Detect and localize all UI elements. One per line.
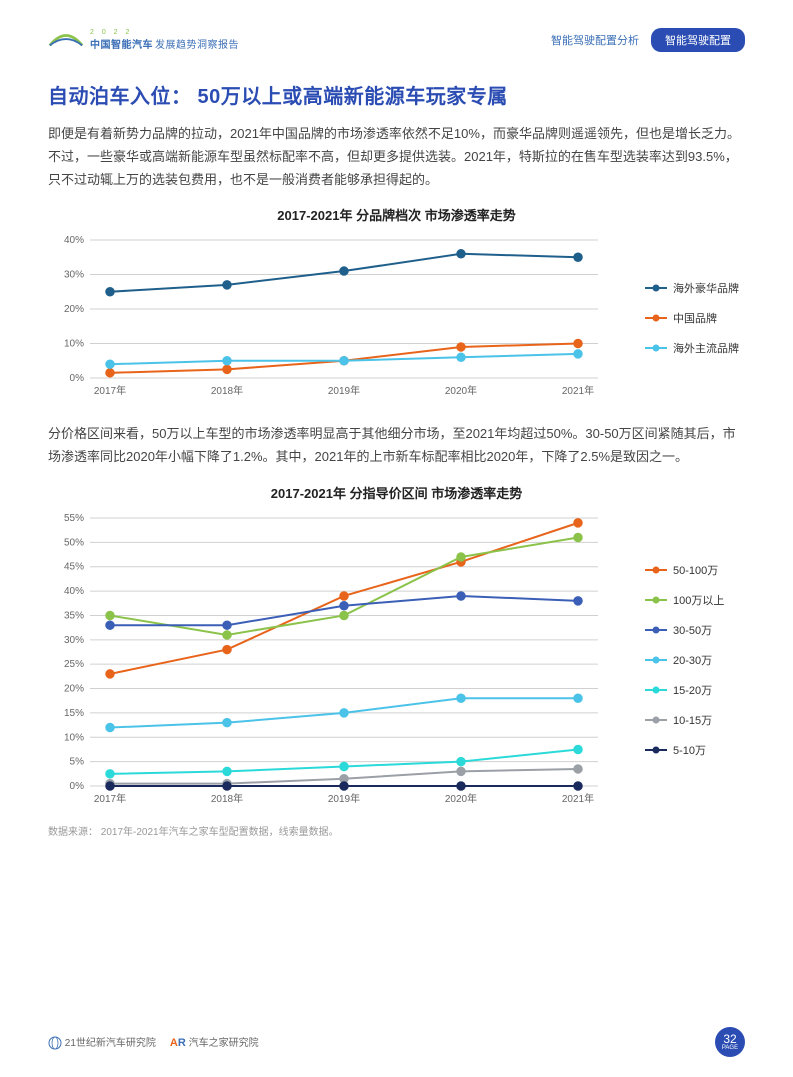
svg-text:2021年: 2021年 [562,792,594,805]
page-number-badge: 32 PAGE [715,1027,745,1057]
svg-text:40%: 40% [64,586,84,597]
svg-text:2018年: 2018年 [211,792,243,805]
svg-text:0%: 0% [70,781,85,792]
svg-text:2020年: 2020年 [445,384,477,397]
svg-text:2021年: 2021年 [562,384,594,397]
chart2-legend: 50-100万 100万以上 30-50万 20-30万 15-20万 10-15万 5-1… [635,508,745,813]
svg-text:10%: 10% [64,732,84,743]
svg-text:2020年: 2020年 [445,792,477,805]
chart1-container: 0%10%20%30%40%2017年2018年2019年2020年2021年 … [48,230,745,405]
legend-item: 50-100万 [645,562,745,578]
chart1-title: 2017-2021年 分品牌档次 市场渗透率走势 [48,205,745,224]
page-label: PAGE [722,1045,738,1051]
svg-text:2017年: 2017年 [94,384,126,397]
svg-text:5%: 5% [70,756,85,767]
svg-text:30%: 30% [64,270,84,281]
svg-text:2017年: 2017年 [94,792,126,805]
legend-item: 20-30万 [645,652,745,668]
legend-item: 10-15万 [645,712,745,728]
svg-text:20%: 20% [64,683,84,694]
page-number: 32 [723,1033,736,1045]
legend-item: 海外豪华品牌 [645,280,745,296]
legend-item: 100万以上 [645,592,745,608]
section-pill: 智能驾驶配置 [651,28,745,52]
svg-text:2019年: 2019年 [328,792,360,805]
svg-text:35%: 35% [64,610,84,621]
svg-text:45%: 45% [64,561,84,572]
data-source: 数据来源： 2017年-2021年汽车之家车型配置数据，线索量数据。 [48,823,745,838]
chart1-svg: 0% 10% 20% 30% 40% 2017年 2018年 2019年 2020年 2021年 [48,230,608,400]
svg-text:55%: 55% [64,513,84,524]
legend-item: 海外主流品牌 [645,340,745,356]
paragraph-1: 即便是有着新势力品牌的拉动，2021年中国品牌的市场渗透率依然不足10%，而豪华… [48,123,745,191]
svg-text:10%: 10% [64,339,84,350]
logo-year: 2 0 2 2 [90,29,239,36]
breadcrumb: 智能驾驶配置分析 [551,32,639,48]
svg-text:30%: 30% [64,635,84,646]
legend-item: 30-50万 [645,622,745,638]
logo-arc-icon [48,31,84,49]
svg-text:0%: 0% [70,373,85,384]
chart2-svg: 0% 5% 10% 15% 20% 25% 30% 35% 40% 45% 50% 55% 2017年 2… [48,508,608,808]
chart2-title: 2017-2021年 分指导价区间 市场渗透率走势 [48,483,745,502]
legend-item: 15-20万 [645,682,745,698]
logo-a-icon: A [170,1037,178,1049]
logo-area: 2 0 2 2 中国智能汽车 发展趋势洞察报告 [48,29,239,51]
logo-sub: 发展趋势洞察报告 [155,36,239,51]
svg-text:15%: 15% [64,708,84,719]
page-footer: 21世纪新汽车研究院 AR 汽车之家研究院 32 PAGE [48,1027,745,1057]
footer-org2: AR 汽车之家研究院 [170,1034,259,1049]
chart2-container: 0% 5% 10% 15% 20% 25% 30% 35% 40% 45% 50% 55% 2017年 2… [48,508,745,813]
legend-item: 5-10万 [645,742,745,758]
svg-text:20%: 20% [64,304,84,315]
svg-text:40%: 40% [64,235,84,246]
globe-icon [48,1036,62,1050]
logo-text: 中国智能汽车 [90,36,153,51]
svg-text:2018年: 2018年 [211,384,243,397]
svg-text:25%: 25% [64,659,84,670]
chart1-legend: 海外豪华品牌中国品牌海外主流品牌 [635,230,745,405]
svg-text:50%: 50% [64,537,84,548]
footer-org1: 21世纪新汽车研究院 [48,1034,156,1050]
page-title: 自动泊车入位： 50万以上或高端新能源车玩家专属 [48,80,745,109]
page-header: 2 0 2 2 中国智能汽车 发展趋势洞察报告 智能驾驶配置分析 智能驾驶配置 [48,28,745,52]
svg-text:2019年: 2019年 [328,384,360,397]
legend-item: 中国品牌 [645,310,745,326]
paragraph-2: 分价格区间来看，50万以上车型的市场渗透率明显高于其他细分市场，至2021年均超… [48,423,745,469]
